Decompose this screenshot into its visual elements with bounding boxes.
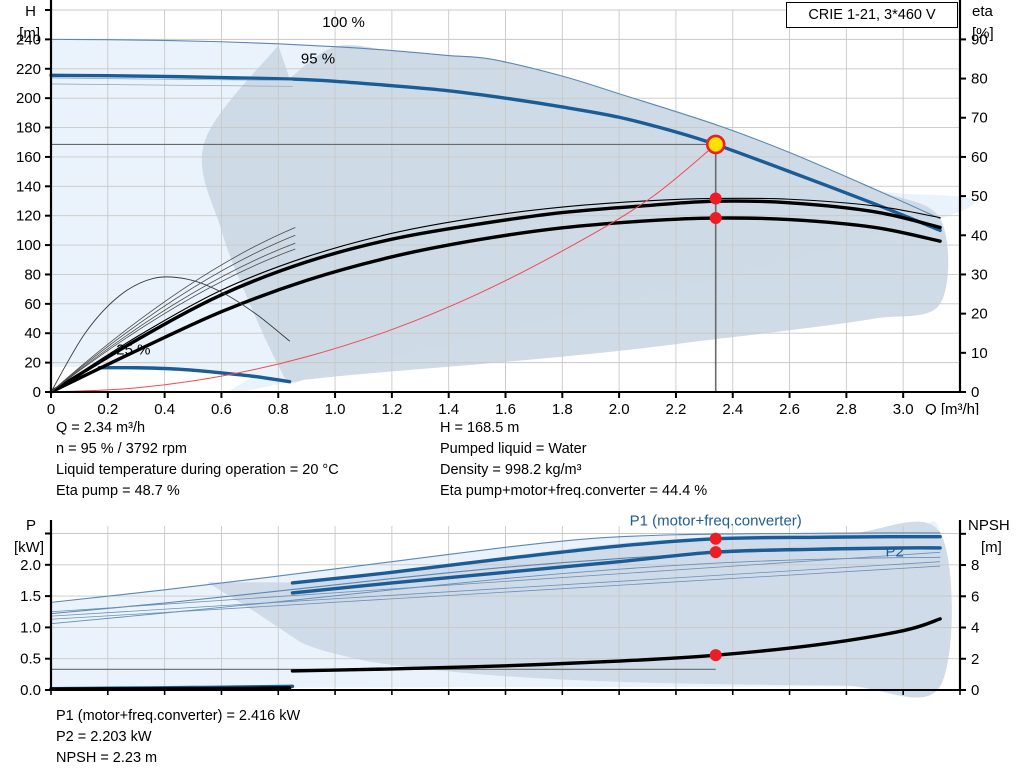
operating-point-markers [709,532,722,662]
svg-text:95 %: 95 % [301,50,335,67]
svg-text:1.6: 1.6 [495,401,516,415]
info-bottom-line-2: NPSH = 2.23 m [56,750,158,766]
svg-text:60: 60 [971,149,988,166]
svg-text:0: 0 [47,401,55,415]
svg-text:80: 80 [24,266,41,283]
svg-text:20: 20 [24,355,41,372]
svg-text:70: 70 [971,110,988,127]
svg-text:0.4: 0.4 [154,401,175,415]
svg-text:2.4: 2.4 [722,401,743,415]
info-left-line-3: Eta pump = 48.7 % [56,483,180,499]
svg-text:4: 4 [971,620,979,637]
info-right-line-0: H = 168.5 m [440,420,520,436]
svg-text:0.2: 0.2 [97,401,118,415]
svg-text:1.8: 1.8 [552,401,573,415]
svg-text:0.0: 0.0 [20,682,41,699]
svg-text:10: 10 [971,345,988,362]
info-bottom-block: P1 (motor+freq.converter) = 2.416 kW P2 … [56,706,300,769]
svg-text:3.0: 3.0 [893,401,914,415]
svg-text:2.6: 2.6 [779,401,800,415]
svg-text:120: 120 [16,208,41,225]
svg-text:2.0: 2.0 [20,557,41,574]
svg-text:25 %: 25 % [116,341,150,358]
svg-text:0.6: 0.6 [211,401,232,415]
svg-text:[kW]: [kW] [14,539,44,556]
svg-text:1.5: 1.5 [20,588,41,605]
p2-marker [709,546,722,559]
head-efficiency-chart: 0 20 40 60 80 100 120 140 160 180 200 220 240 0 10 20 30… [16,0,994,415]
info-left-line-1: n = 95 % / 3792 rpm [56,441,187,457]
svg-text:0: 0 [971,682,979,699]
svg-text:100 %: 100 % [322,14,365,31]
svg-text:1.0: 1.0 [325,401,346,415]
svg-text:P2: P2 [885,544,903,561]
svg-text:200: 200 [16,90,41,107]
info-left-line-0: Q = 2.34 m³/h [56,420,146,436]
pump-title-box: CRIE 1-21, 3*460 V [786,2,958,28]
power-npsh-chart: 0.0 0.5 1.0 1.5 2.0 0 2 4 6 8 P [kW] NPSH [m] P1 (moto… [14,512,1010,699]
svg-text:0.5: 0.5 [20,651,41,668]
svg-text:40: 40 [24,325,41,342]
svg-text:2: 2 [971,651,979,668]
svg-text:50: 50 [971,188,988,205]
svg-text:1.2: 1.2 [381,401,402,415]
info-bottom-line-1: P2 = 2.203 kW [56,729,152,745]
operating-point-markers [705,134,726,225]
svg-text:100: 100 [16,237,41,254]
svg-text:8: 8 [971,557,979,574]
pump-title-label: CRIE 1-21, 3*460 V [808,7,936,23]
svg-text:30: 30 [971,266,988,283]
svg-text:2.2: 2.2 [666,401,687,415]
svg-text:80: 80 [971,71,988,88]
info-left-block: Q = 2.34 m³/h n = 95 % / 3792 rpm Liquid… [56,418,339,502]
svg-text:140: 140 [16,178,41,195]
eta-pump-marker [709,192,722,205]
svg-text:6: 6 [971,588,979,605]
info-right-line-1: Pumped liquid = Water [440,441,587,457]
svg-text:0: 0 [971,384,979,401]
svg-text:1.4: 1.4 [438,401,459,415]
svg-text:220: 220 [16,61,41,78]
svg-text:H: H [25,3,36,20]
svg-text:20: 20 [971,306,988,323]
svg-text:60: 60 [24,296,41,313]
info-right-line-3: Eta pump+motor+freq.converter = 44.4 % [440,483,708,499]
svg-text:0: 0 [33,384,41,401]
npsh-marker [709,649,722,662]
svg-text:240: 240 [16,31,41,48]
svg-text:NPSH: NPSH [968,517,1010,534]
svg-text:180: 180 [16,120,41,137]
info-left-line-2: Liquid temperature during operation = 20… [56,462,339,478]
svg-text:2.0: 2.0 [609,401,630,415]
info-right-line-2: Density = 998.2 kg/m³ [440,462,582,478]
svg-text:[m]: [m] [19,25,40,42]
svg-text:90: 90 [971,31,988,48]
svg-text:1.0: 1.0 [20,619,41,636]
p1-marker [709,532,722,545]
svg-text:0.8: 0.8 [268,401,289,415]
svg-text:40: 40 [971,227,988,244]
svg-text:160: 160 [16,149,41,166]
info-right-block: H = 168.5 m Pumped liquid = Water Densit… [440,418,707,502]
svg-text:P1 (motor+freq.converter): P1 (motor+freq.converter) [630,512,802,529]
svg-text:Q [m³/h]: Q [m³/h] [925,401,979,415]
duty-point-marker [705,134,726,155]
eta-total-marker [709,212,722,225]
svg-text:eta: eta [972,3,994,20]
svg-text:[m]: [m] [981,539,1002,556]
info-bottom-line-0: P1 (motor+freq.converter) = 2.416 kW [56,708,301,724]
svg-text:2.8: 2.8 [836,401,857,415]
svg-text:P: P [26,517,36,534]
svg-text:[%]: [%] [972,25,994,42]
